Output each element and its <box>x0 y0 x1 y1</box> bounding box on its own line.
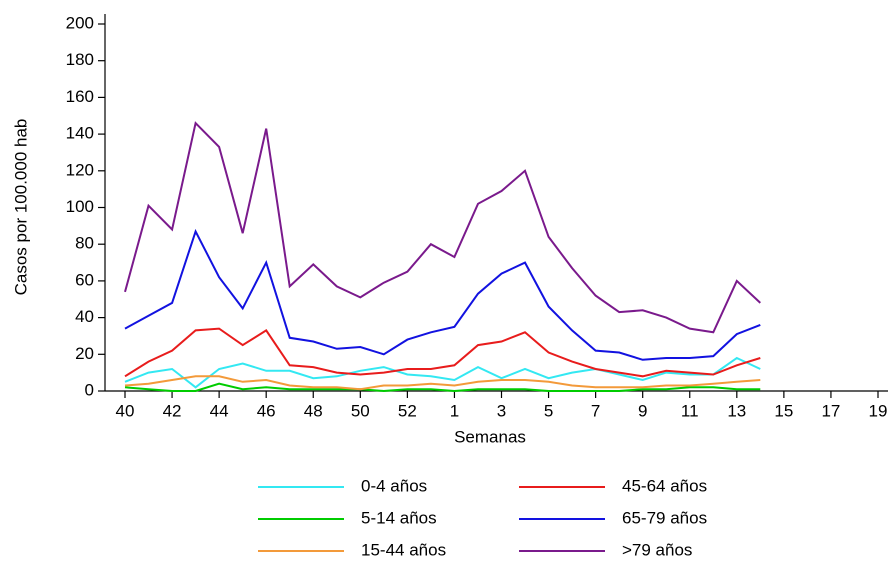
x-tick-label: 44 <box>210 401 229 420</box>
legend-label: 45-64 años <box>622 476 707 495</box>
legend-label: 65-79 años <box>622 508 707 527</box>
x-tick-label: 1 <box>450 401 459 420</box>
legend-label: 0-4 años <box>361 476 427 495</box>
x-tick-label: 3 <box>497 401 506 420</box>
y-axis-label: Casos por 100.000 hab <box>11 119 30 296</box>
legend-label: >79 años <box>622 540 692 559</box>
y-tick-label: 100 <box>66 197 94 216</box>
legend-label: 15-44 años <box>361 540 446 559</box>
x-tick-label: 48 <box>304 401 323 420</box>
x-tick-label: 7 <box>591 401 600 420</box>
x-tick-label: 52 <box>398 401 417 420</box>
y-tick-label: 0 <box>85 380 94 399</box>
legend-label: 5-14 años <box>361 508 437 527</box>
x-tick-label: 5 <box>544 401 553 420</box>
x-tick-label: 42 <box>163 401 182 420</box>
x-tick-label: 50 <box>351 401 370 420</box>
x-tick-label: 46 <box>257 401 276 420</box>
y-tick-label: 200 <box>66 13 94 32</box>
y-tick-label: 160 <box>66 87 94 106</box>
y-tick-label: 140 <box>66 124 94 143</box>
series-line <box>124 356 761 389</box>
x-tick-label: 17 <box>821 401 840 420</box>
x-tick-label: 40 <box>116 401 135 420</box>
y-tick-label: 40 <box>75 307 94 326</box>
x-tick-label: 15 <box>774 401 793 420</box>
y-tick-label: 120 <box>66 160 94 179</box>
y-tick-label: 180 <box>66 50 94 69</box>
series-line <box>124 228 761 361</box>
y-tick-label: 60 <box>75 270 94 289</box>
series-line <box>124 327 761 378</box>
x-tick-label: 19 <box>869 401 888 420</box>
y-tick-label: 20 <box>75 344 94 363</box>
x-axis-label: Semanas <box>454 427 526 446</box>
series-line <box>124 375 761 391</box>
x-tick-label: 13 <box>727 401 746 420</box>
x-tick-label: 9 <box>638 401 647 420</box>
y-tick-label: 80 <box>75 234 94 253</box>
series-line <box>124 121 761 334</box>
series-line <box>124 382 761 393</box>
x-tick-label: 11 <box>681 401 699 420</box>
